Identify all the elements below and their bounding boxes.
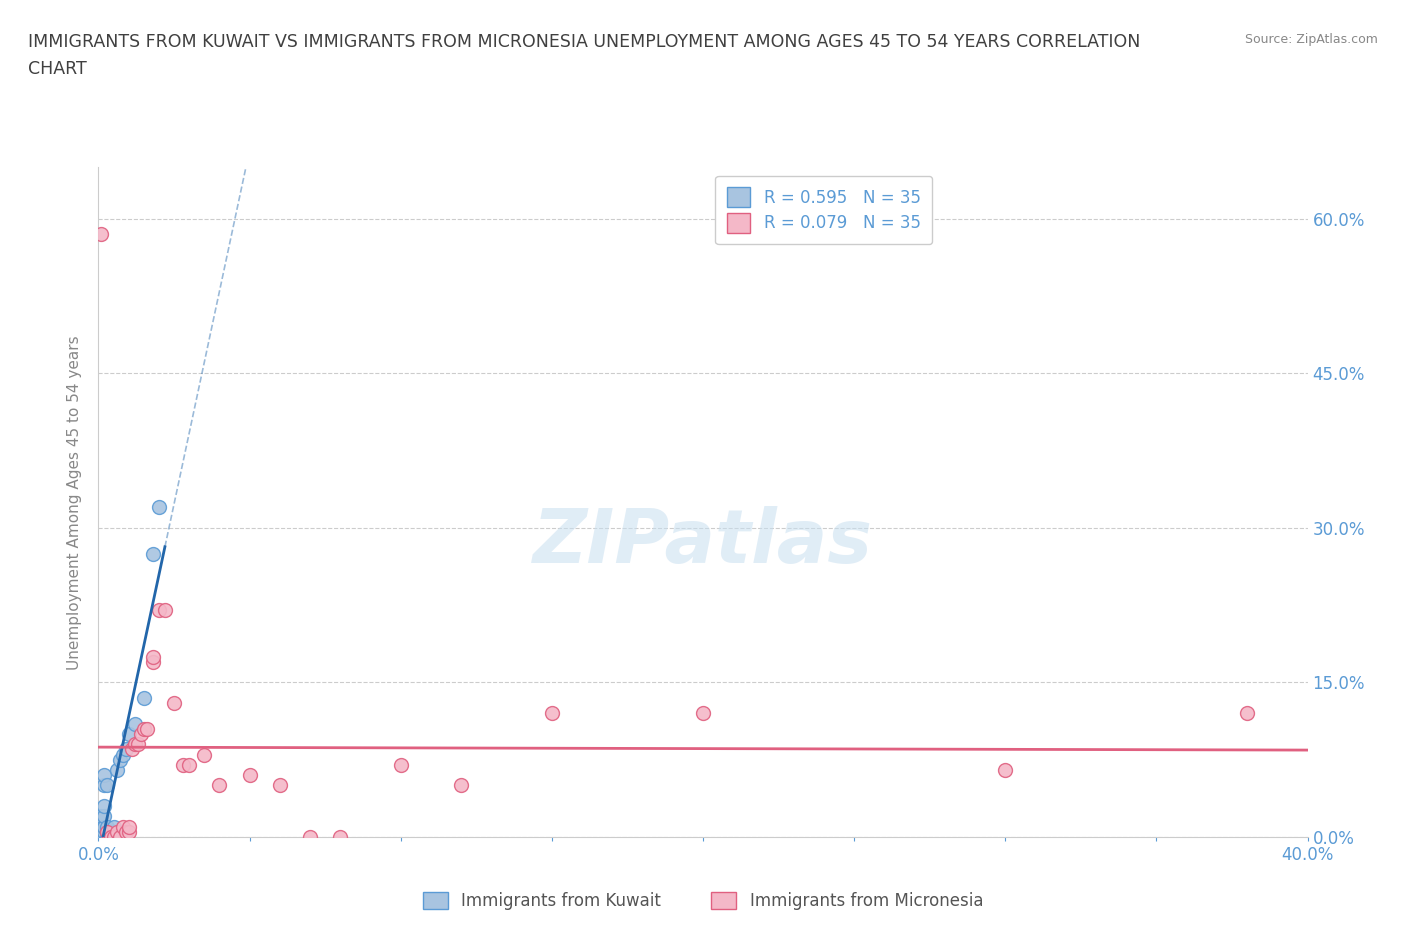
Point — [692, 706, 714, 721]
Point — [93, 819, 115, 834]
Point — [90, 830, 112, 844]
Point — [450, 778, 472, 793]
Point — [93, 799, 115, 814]
Point — [96, 830, 118, 844]
Point — [179, 757, 201, 772]
Point — [142, 649, 165, 664]
Point — [93, 809, 115, 824]
Point — [90, 830, 112, 844]
Point — [132, 722, 155, 737]
Text: ZIPatlas: ZIPatlas — [533, 506, 873, 578]
Point — [96, 824, 118, 839]
Point — [111, 747, 134, 762]
Point — [142, 655, 165, 670]
Point — [103, 830, 125, 844]
Point — [132, 690, 155, 705]
Point — [135, 722, 157, 737]
Point — [172, 757, 194, 772]
Point — [100, 830, 122, 844]
Point — [1236, 706, 1258, 721]
Point — [269, 778, 291, 793]
Y-axis label: Unemployment Among Ages 45 to 54 years: Unemployment Among Ages 45 to 54 years — [67, 335, 83, 670]
Point — [93, 824, 115, 839]
Point — [108, 830, 131, 844]
Point — [239, 768, 262, 783]
Point — [90, 819, 112, 834]
Point — [90, 824, 112, 839]
Point — [96, 824, 118, 839]
Point — [93, 819, 115, 834]
Point — [90, 809, 112, 824]
Point — [127, 737, 149, 751]
Point — [142, 546, 165, 561]
Point — [124, 737, 146, 751]
Point — [163, 696, 186, 711]
Point — [121, 742, 143, 757]
Point — [105, 824, 128, 839]
Point — [299, 830, 322, 844]
Point — [90, 830, 112, 844]
Point — [93, 768, 115, 783]
Point — [90, 824, 112, 839]
Point — [90, 819, 112, 834]
Point — [103, 830, 125, 844]
Point — [103, 819, 125, 834]
Legend: R = 0.595   N = 35, R = 0.079   N = 35: R = 0.595 N = 35, R = 0.079 N = 35 — [716, 176, 932, 245]
Point — [96, 819, 118, 834]
Point — [93, 830, 115, 844]
Point — [100, 830, 122, 844]
Point — [193, 747, 215, 762]
Point — [100, 824, 122, 839]
Point — [118, 726, 141, 741]
Point — [90, 227, 112, 242]
Point — [108, 752, 131, 767]
Text: IMMIGRANTS FROM KUWAIT VS IMMIGRANTS FROM MICRONESIA UNEMPLOYMENT AMONG AGES 45 : IMMIGRANTS FROM KUWAIT VS IMMIGRANTS FRO… — [28, 33, 1140, 50]
Point — [93, 778, 115, 793]
Point — [148, 603, 170, 618]
Point — [114, 824, 136, 839]
Point — [329, 830, 352, 844]
Point — [96, 824, 118, 839]
Legend: Immigrants from Kuwait, Immigrants from Micronesia: Immigrants from Kuwait, Immigrants from … — [416, 885, 990, 917]
Point — [208, 778, 231, 793]
Point — [124, 716, 146, 731]
Point — [153, 603, 176, 618]
Point — [540, 706, 562, 721]
Point — [111, 819, 134, 834]
Point — [389, 757, 412, 772]
Point — [994, 763, 1017, 777]
Point — [96, 778, 118, 793]
Point — [148, 500, 170, 515]
Point — [129, 726, 152, 741]
Point — [118, 824, 141, 839]
Point — [105, 763, 128, 777]
Text: CHART: CHART — [28, 60, 87, 78]
Text: Source: ZipAtlas.com: Source: ZipAtlas.com — [1244, 33, 1378, 46]
Point — [103, 824, 125, 839]
Point — [118, 819, 141, 834]
Point — [114, 742, 136, 757]
